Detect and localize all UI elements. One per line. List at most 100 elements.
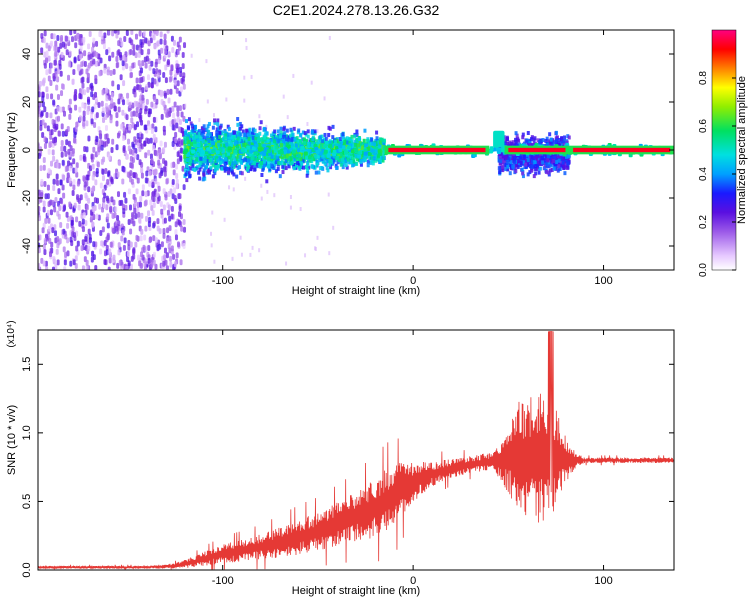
noise-cell <box>111 30 115 37</box>
noise-cell <box>178 118 182 125</box>
signal-cell <box>500 158 504 163</box>
noise-cell <box>107 171 111 178</box>
noise-cell <box>231 256 234 261</box>
signal-cell <box>317 170 321 175</box>
noise-cell <box>52 185 56 192</box>
signal-cell <box>300 141 304 146</box>
noise-cell <box>49 79 53 86</box>
signal-cell <box>372 156 376 161</box>
noise-cell <box>138 159 142 166</box>
noise-cell <box>132 44 136 51</box>
noise-cell <box>175 252 179 259</box>
noise-cell <box>68 201 72 208</box>
signal-cell <box>201 160 205 165</box>
signal-cell <box>197 132 201 137</box>
noise-cell <box>45 57 49 64</box>
noise-cell <box>108 257 112 264</box>
signal-cell <box>374 141 378 146</box>
noise-cell <box>59 42 63 49</box>
noise-cell <box>83 61 87 68</box>
signal-cell <box>297 128 301 133</box>
signal-cell <box>547 163 551 168</box>
signal-cell <box>528 140 532 145</box>
signal-cell <box>376 154 380 159</box>
noise-cell <box>130 117 134 124</box>
noise-cell <box>91 106 95 113</box>
signal-cell <box>211 174 215 179</box>
noise-cell <box>80 61 84 68</box>
noise-cell <box>54 59 58 66</box>
noise-cell <box>243 98 246 103</box>
signal-cell <box>258 131 262 136</box>
signal-cell <box>260 161 264 166</box>
noise-cell <box>157 49 161 56</box>
noise-cell <box>68 98 72 105</box>
noise-cell <box>79 45 83 52</box>
noise-cell <box>86 77 90 84</box>
signal-cell <box>366 163 370 168</box>
noise-cell <box>47 75 51 82</box>
noise-cell <box>104 168 108 175</box>
noise-cell <box>135 44 139 51</box>
signal-cell <box>203 146 207 151</box>
noise-cell <box>137 254 141 261</box>
signal-cell <box>553 155 557 160</box>
noise-cell <box>182 242 186 249</box>
signal-cell <box>267 156 271 161</box>
noise-cell <box>174 229 178 236</box>
noise-cell <box>112 68 116 75</box>
signal-cell <box>367 142 371 147</box>
signal-cell <box>198 167 202 172</box>
noise-cell <box>160 208 164 215</box>
noise-cell <box>61 41 65 48</box>
noise-cell <box>132 49 136 56</box>
signal-cell <box>224 133 228 138</box>
noise-cell <box>126 92 130 99</box>
noise-cell <box>134 33 138 40</box>
noise-cell <box>74 167 78 174</box>
signal-cell <box>216 118 220 123</box>
signal-cell <box>234 130 238 135</box>
noise-cell <box>44 218 48 225</box>
noise-cell <box>90 118 94 125</box>
signal-cell <box>557 158 561 163</box>
noise-cell <box>210 243 213 248</box>
signal-cell <box>248 127 252 132</box>
signal-cell <box>361 153 365 158</box>
noise-cell <box>111 138 115 145</box>
noise-cell <box>109 70 113 77</box>
noise-cell <box>102 202 106 209</box>
noise-cell <box>127 138 131 145</box>
noise-cell <box>135 77 139 84</box>
noise-cell <box>136 154 140 161</box>
noise-cell <box>77 65 81 72</box>
noise-cell <box>174 163 178 170</box>
signal-cell <box>350 134 354 139</box>
noise-cell <box>170 245 174 252</box>
signal-cell <box>193 167 197 172</box>
noise-cell <box>154 237 158 244</box>
signal-cell <box>214 159 218 164</box>
signal-cell <box>295 157 299 162</box>
noise-cell <box>323 96 326 101</box>
noise-cell <box>124 204 128 211</box>
signal-cell <box>278 154 282 159</box>
noise-cell <box>119 54 123 61</box>
noise-cell <box>117 242 121 249</box>
noise-cell <box>148 170 152 177</box>
noise-cell <box>74 42 78 49</box>
signal-cell <box>252 138 256 143</box>
signal-cell <box>365 139 369 144</box>
signal-cell <box>287 137 291 142</box>
noise-cell <box>127 219 131 226</box>
signal-cell <box>335 143 339 148</box>
signal-cell <box>203 166 207 171</box>
noise-cell <box>120 40 124 47</box>
signal-cell <box>187 132 191 137</box>
noise-cell <box>142 103 146 110</box>
noise-cell <box>143 261 147 268</box>
signal-cell <box>251 127 255 132</box>
noise-cell <box>148 237 152 244</box>
signal-cell <box>501 160 505 165</box>
noise-cell <box>174 131 178 138</box>
